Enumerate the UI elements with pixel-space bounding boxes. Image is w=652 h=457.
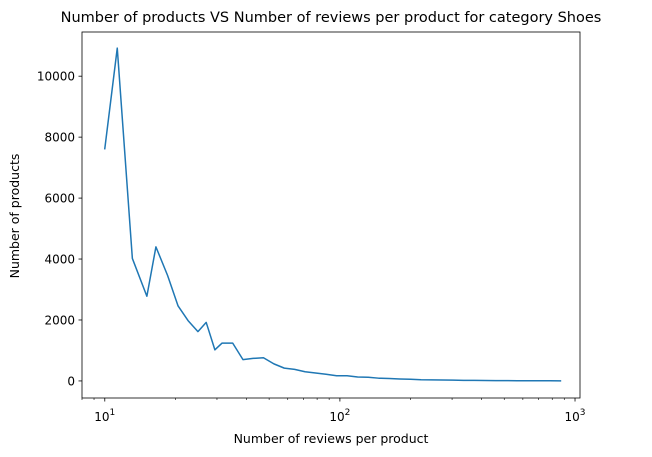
chart-title: Number of products VS Number of reviews … <box>61 10 602 26</box>
x-tick-label: 101 <box>94 408 115 424</box>
axis-ticks: 101 102 103 0 2000 4000 6000 8000 10000 <box>37 70 586 424</box>
y-tick-label: 4000 <box>44 253 75 267</box>
y-tick-label: 0 <box>67 374 75 388</box>
y-tick-label: 6000 <box>44 192 75 206</box>
plot-area <box>82 32 580 398</box>
series-line-shoes <box>103 47 562 382</box>
x-tick-label: 102 <box>329 408 350 424</box>
data-layer <box>103 47 562 382</box>
x-axis-label: Number of reviews per product <box>234 431 429 446</box>
y-tick-label: 2000 <box>44 313 75 327</box>
axes-frame <box>81 31 581 399</box>
x-tick-label: 103 <box>565 408 586 424</box>
y-tick-label: 8000 <box>44 131 75 145</box>
y-tick-label: 10000 <box>37 70 75 84</box>
y-axis-label: Number of products <box>7 154 22 279</box>
